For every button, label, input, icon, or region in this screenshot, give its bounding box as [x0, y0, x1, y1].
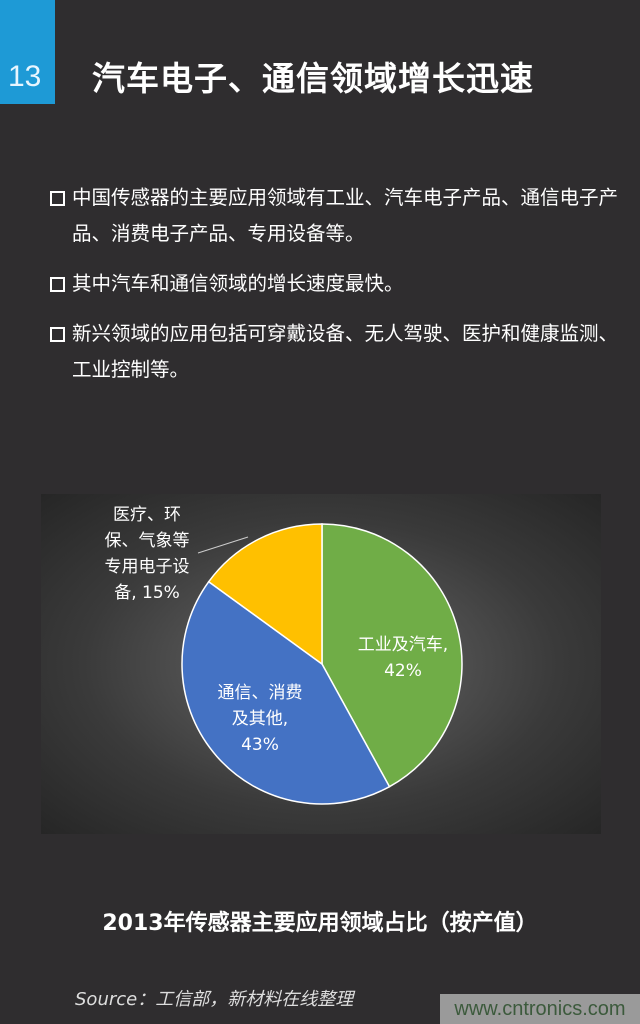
label-line: 专用电子设	[104, 557, 190, 577]
label-line: 医疗、环	[113, 505, 181, 525]
pie-slice-2	[207, 523, 323, 666]
slide-number-badge: 13	[0, 0, 55, 104]
watermark: www.cntronics.com	[440, 994, 640, 1024]
label-line: 通信、消费	[217, 683, 303, 703]
slice-label-telecom-consumer: 通信、消费 及其他, 43%	[200, 680, 320, 758]
slice-label-special-equipment: 医疗、环 保、气象等 专用电子设 备, 15%	[92, 502, 202, 606]
label-value: 备, 15%	[114, 583, 180, 603]
slide-title: 汽车电子、通信领域增长迅速	[92, 59, 534, 98]
pie-slice-1	[181, 580, 391, 805]
leader-line	[197, 536, 249, 554]
pie-slice-0	[321, 523, 463, 788]
label-line: 及其他,	[231, 709, 289, 729]
checkbox-bullet-icon	[50, 191, 65, 206]
bullet-list: 中国传感器的主要应用领域有工业、汽车电子产品、通信电子产品、消费电子产品、专用设…	[50, 180, 620, 402]
slice-label-industry-auto: 工业及汽车, 42%	[338, 632, 468, 684]
bullet-text: 新兴领域的应用包括可穿戴设备、无人驾驶、医护和健康监测、工业控制等。	[72, 322, 619, 381]
bullet-text: 其中汽车和通信领域的增长速度最快。	[72, 272, 404, 295]
checkbox-bullet-icon	[50, 327, 65, 342]
bullet-item: 新兴领域的应用包括可穿戴设备、无人驾驶、医护和健康监测、工业控制等。	[50, 316, 620, 388]
bullet-item: 中国传感器的主要应用领域有工业、汽车电子产品、通信电子产品、消费电子产品、专用设…	[50, 180, 620, 252]
bullet-text: 中国传感器的主要应用领域有工业、汽车电子产品、通信电子产品、消费电子产品、专用设…	[72, 186, 619, 245]
source-note: Source：工信部，新材料在线整理	[75, 989, 354, 1010]
slide-number: 13	[8, 60, 42, 93]
label-line: 保、气象等	[104, 531, 190, 551]
checkbox-bullet-icon	[50, 277, 65, 292]
label-value: 43%	[241, 735, 279, 755]
label-value: 42%	[384, 661, 422, 681]
chart-title: 2013年传感器主要应用领域占比（按产值）	[102, 911, 538, 936]
label-line: 工业及汽车,	[357, 635, 449, 655]
bullet-item: 其中汽车和通信领域的增长速度最快。	[50, 266, 620, 302]
